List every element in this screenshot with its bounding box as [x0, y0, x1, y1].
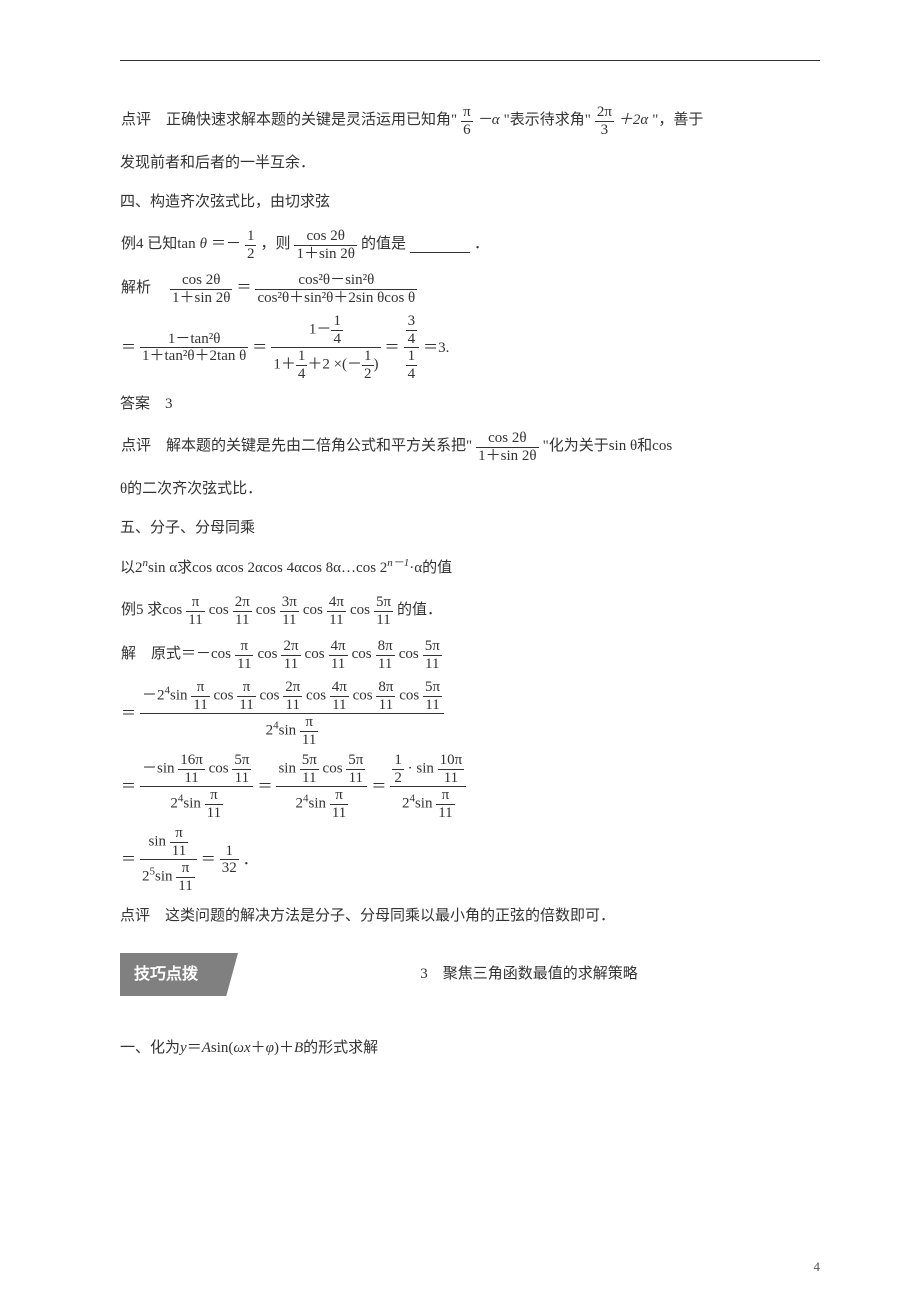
- text: 的值．: [397, 601, 442, 621]
- frac: cos²θ－sin²θ cos²θ＋sin²θ＋2sin θcos θ: [255, 272, 417, 306]
- frac-cos2t: cos 2θ 1＋sin 2θ: [294, 228, 356, 262]
- section-header: 技巧点拨 3 聚焦三角函数最值的求解策略: [120, 953, 820, 996]
- text: －α: [477, 111, 500, 131]
- page-number: 4: [814, 1253, 821, 1282]
- eq: ＝: [385, 336, 400, 360]
- solution-5-line2: ＝ －24sin π11 cos π11 cos 2π11 cos 4π11 c…: [120, 679, 820, 748]
- header-badge: 技巧点拨: [120, 953, 238, 996]
- eq: ＝: [121, 848, 136, 872]
- text: "化为关于sin θ和cos: [543, 437, 673, 457]
- review-4-line2: θ的二次齐次弦式比．: [120, 473, 820, 506]
- eq: ＝: [371, 775, 386, 799]
- review-4-line1: 点评 解本题的关键是先由二倍角公式和平方关系把" cos 2θ 1＋sin 2θ…: [120, 427, 820, 467]
- answer-4: 答案 3: [120, 388, 820, 421]
- document-page: 点评 正确快速求解本题的关键是灵活运用已知角" π 6 －α "表示待求角" 2…: [0, 0, 920, 1302]
- text: 例5 求cos: [121, 601, 182, 621]
- frac-2pi3: 2π 3: [595, 104, 614, 138]
- big-frac: －sin 16π11 cos 5π11 24sin π11: [140, 752, 253, 821]
- solution-4-line2: ＝ 1－tan²θ 1＋tan²θ＋2tan θ ＝ 1－14 1＋14＋2 ×…: [120, 313, 820, 382]
- text: 的值是: [361, 235, 406, 255]
- solution-5-line4: ＝ sin π11 25sin π11 ＝ 1 32 ．: [120, 825, 820, 894]
- top-rule: [120, 60, 820, 61]
- review-5: 点评 这类问题的解决方法是分子、分母同乘以最小角的正弦的倍数即可．: [120, 900, 820, 933]
- eq: ＝: [121, 702, 136, 726]
- frac-compound: 1－14 1＋14＋2 ×(－12): [271, 313, 380, 382]
- big-frac: sin 5π11 cos 5π11 24sin π11: [276, 752, 367, 821]
- text: ，则: [260, 235, 290, 255]
- label: 解析: [121, 279, 166, 299]
- example-4: 例4 已知tan θ ＝－ 1 2 ，则 cos 2θ 1＋sin 2θ 的值是…: [120, 225, 820, 265]
- eq: ＝: [201, 848, 216, 872]
- text: 例4 已知tan: [121, 235, 196, 255]
- text: "表示待求角": [504, 111, 591, 131]
- heading-4: 四、构造齐次弦式比，由切求弦: [120, 186, 820, 219]
- text: ＝－: [211, 235, 241, 255]
- comment-p2: 发现前者和后者的一半互余．: [120, 147, 820, 180]
- text: "，善于: [652, 111, 703, 131]
- solution-5-line1: 解 原式＝－cos π11 cos 2π11 cos 4π11 cos 8π11…: [120, 635, 820, 675]
- eq: ＝: [121, 775, 136, 799]
- comment-p1: 点评 正确快速求解本题的关键是灵活运用已知角" π 6 －α "表示待求角" 2…: [120, 101, 820, 141]
- example-5: 例5 求cos π11 cos 2π11 cos 3π11 cos 4π11 c…: [120, 591, 820, 631]
- text: ＋2α: [618, 111, 648, 131]
- heading-5b: 以2nsin α求cos αcos 2αcos 4αcos 8α…cos 2n－…: [120, 551, 820, 585]
- header-title: 3 聚焦三角函数最值的求解策略: [238, 958, 820, 991]
- solution-4-line1: 解析 cos 2θ 1＋sin 2θ ＝ cos²θ－sin²θ cos²θ＋s…: [120, 269, 820, 309]
- big-frac: sin π11 25sin π11: [140, 825, 197, 894]
- eq: ＝: [121, 336, 136, 360]
- frac: cos 2θ 1＋sin 2θ: [170, 272, 232, 306]
- blank-line: [410, 237, 470, 253]
- text: ．: [474, 235, 489, 255]
- frac-stack: 34 14: [404, 313, 420, 382]
- frac: 1－tan²θ 1＋tan²θ＋2tan θ: [140, 331, 248, 365]
- frac-final: 1 32: [220, 843, 239, 877]
- text: 点评 解本题的关键是先由二倍角公式和平方关系把": [121, 437, 472, 457]
- section-1: 一、化为y＝Asin(ωx＋φ)＋B的形式求解: [120, 1032, 820, 1065]
- big-frac: 12 · sin 10π11 24sin π11: [390, 752, 466, 821]
- eq: ＝: [257, 775, 272, 799]
- eq: ＝: [236, 279, 251, 299]
- big-frac: －24sin π11 cos π11 cos 2π11 cos 4π11 cos…: [140, 679, 444, 748]
- text: ．: [243, 848, 258, 872]
- frac-half: 1 2: [245, 228, 257, 262]
- frac-pi6: π 6: [461, 104, 473, 138]
- theta: θ: [200, 235, 207, 255]
- heading-5: 五、分子、分母同乘: [120, 512, 820, 545]
- eq: ＝: [252, 336, 267, 360]
- spacer: [120, 1006, 820, 1026]
- result: ＝3.: [423, 336, 449, 360]
- solution-5-line3: ＝ －sin 16π11 cos 5π11 24sin π11 ＝ sin 5π…: [120, 752, 820, 821]
- frac: cos 2θ 1＋sin 2θ: [476, 430, 538, 464]
- label: 解 原式＝－cos: [121, 645, 231, 665]
- text: 点评 正确快速求解本题的关键是灵活运用已知角": [121, 111, 457, 131]
